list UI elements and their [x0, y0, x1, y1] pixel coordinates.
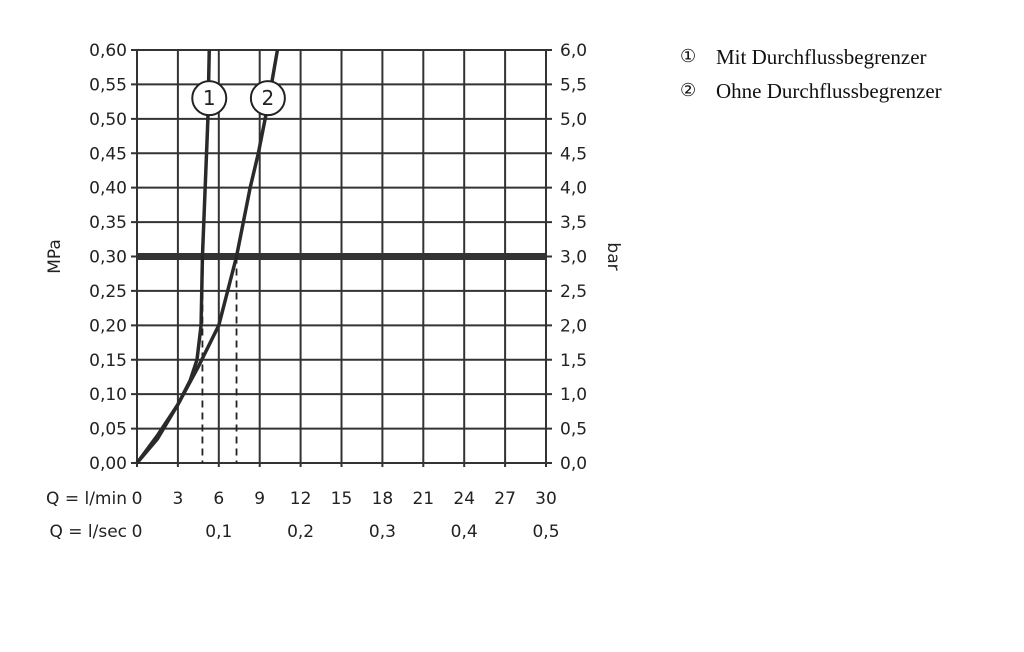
legend-item-2: ② Ohne Durchflussbegrenzer	[680, 78, 996, 104]
y-tick-right: 1,0	[560, 385, 587, 405]
legend-number-1: ①	[680, 46, 697, 67]
y-tick-left: 0,05	[89, 420, 127, 440]
y-tick-left: 0,45	[89, 144, 127, 164]
series-label-circle-2	[249, 80, 286, 117]
y-tick-left: 0,20	[89, 316, 127, 336]
x-tick-lmin: 3	[172, 489, 183, 509]
legend-text-2: Ohne Durchflussbegrenzer	[716, 79, 942, 103]
y-tick-right: 5,0	[560, 110, 587, 130]
legend-text-1: Mit Durchflussbegrenzer	[716, 45, 927, 69]
y-tick-right: 6,0	[560, 41, 587, 61]
x-tick-lmin: 24	[453, 489, 475, 509]
x-tick-lsec: 0	[132, 522, 143, 542]
x-tick-lmin: 27	[494, 489, 516, 509]
x-tick-lmin: 30	[535, 489, 557, 509]
x-axis-label-lmin: Q = l/min	[46, 489, 127, 509]
legend-item-1: ① Mit Durchflussbegrenzer	[680, 44, 996, 70]
y-tick-right: 5,5	[560, 75, 587, 95]
y-tick-left: 0,55	[89, 75, 127, 95]
x-tick-lmin: 21	[412, 489, 434, 509]
y-tick-right: 3,5	[560, 213, 587, 233]
y-tick-right: 4,5	[560, 144, 587, 164]
legend-number-2: ②	[680, 80, 697, 101]
legend: ① Mit Durchflussbegrenzer ② Ohne Durchflus…	[680, 44, 996, 112]
series-line-2	[135, 49, 280, 465]
y-axis-label-right: bar	[603, 242, 623, 270]
y-tick-left: 0,35	[89, 213, 127, 233]
x-tick-lmin: 15	[331, 489, 353, 509]
y-tick-left: 0,50	[89, 110, 127, 130]
y-tick-right: 3,0	[560, 248, 587, 268]
y-tick-right: 4,0	[560, 179, 587, 199]
y-tick-left: 0,00	[89, 454, 127, 474]
y-tick-right: 0,5	[560, 420, 587, 440]
x-tick-lsec: 0,1	[205, 522, 232, 542]
x-tick-lsec: 0,2	[287, 522, 314, 542]
y-tick-left: 0,15	[89, 351, 127, 371]
x-tick-lmin: 12	[290, 489, 312, 509]
x-tick-lsec: 0,4	[451, 522, 478, 542]
y-tick-left: 0,10	[89, 385, 127, 405]
x-tick-lsec: 0,3	[369, 522, 396, 542]
y-tick-left: 0,60	[89, 41, 127, 61]
y-tick-right: 1,5	[560, 351, 587, 371]
y-tick-right: 2,5	[560, 282, 587, 302]
x-tick-lmin: 18	[372, 489, 394, 509]
x-tick-lmin: 9	[254, 489, 265, 509]
series-label-1: 1	[203, 86, 216, 110]
y-tick-left: 0,30	[89, 248, 127, 268]
y-tick-left: 0,25	[89, 282, 127, 302]
y-tick-right: 2,0	[560, 316, 587, 336]
x-tick-lmin: 0	[132, 489, 143, 509]
series-label-2: 2	[262, 86, 275, 110]
x-tick-lmin: 6	[213, 489, 224, 509]
series-label-circle-1	[191, 80, 228, 117]
x-axis-label-lsec: Q = l/sec	[49, 522, 127, 542]
y-tick-left: 0,40	[89, 179, 127, 199]
y-tick-right: 0,0	[560, 454, 587, 474]
x-tick-lsec: 0,5	[532, 522, 559, 542]
y-axis-label-left: MPa	[45, 239, 65, 274]
